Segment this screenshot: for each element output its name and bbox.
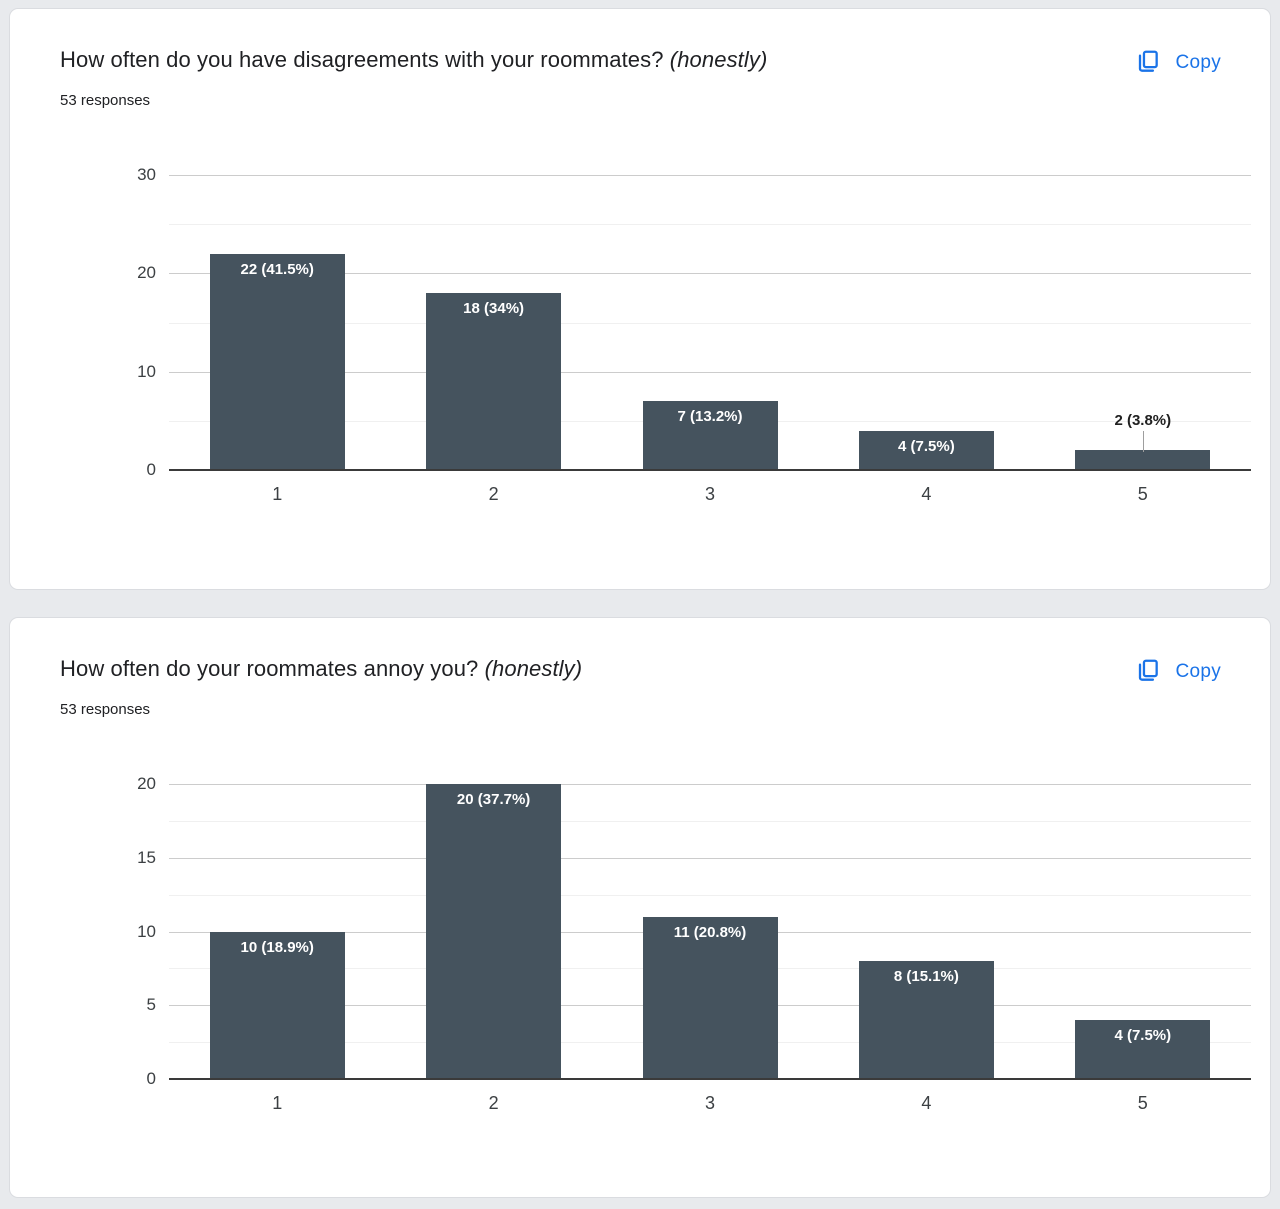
bar-value-label: 18 (34%) [463,300,525,317]
bar-value-label: 4 (7.5%) [898,437,955,455]
bar-chart-disagreements: 0 10 20 30 22 (41.5%) 18 (34%) 7 (13.2%) 4 (7.5… [137,165,1251,504]
x-tick-label: 5 [1137,484,1148,504]
question-title-text: How often do you have disagreements with… [60,47,664,72]
bar[interactable] [426,293,562,470]
bar-value-label: 20 (37.7%) [456,791,531,808]
bar[interactable] [858,961,994,1079]
major-gridline [169,857,1251,859]
bar[interactable] [642,401,778,470]
x-axis-line [169,1078,1251,1080]
bar[interactable] [858,430,994,470]
bar[interactable] [209,253,345,470]
y-tick-label: 15 [137,847,156,867]
bar-value-label: 10 (18.9%) [240,938,314,956]
x-tick-label: 3 [704,1093,715,1113]
x-tick-label: 2 [488,1093,499,1113]
x-tick-label: 1 [272,484,283,504]
y-tick-label: 10 [137,361,156,381]
question-card-annoy: How often do your roommates annoy you? (… [9,617,1271,1198]
response-count: 53 responses [60,92,151,109]
bar-value-label: 22 (41.5%) [240,260,314,278]
bar-value-label: 7 (13.2%) [677,408,743,426]
card-header: How often do you have disagreements with… [10,9,1270,109]
bar-value-label: 2 (3.8%) [1114,412,1172,430]
bar-value-label: 4 (7.5%) [1114,1027,1172,1044]
minor-gridline [169,820,1251,822]
major-gridline [169,371,1251,373]
y-tick-label: 5 [146,995,156,1015]
bar-value-label: 11 (20.8%) [673,923,747,941]
y-tick-label: 0 [146,460,156,479]
x-axis-line [169,469,1251,471]
bar-value-label: 8 (15.1%) [893,968,959,985]
x-tick-label: 1 [272,1093,283,1113]
x-tick-label: 5 [1137,1093,1148,1113]
x-tick-label: 3 [704,484,715,504]
x-tick-label: 4 [921,484,932,504]
copy-button-label: Copy [1175,661,1221,682]
card-header: How often do your roommates annoy you? (… [10,618,1270,718]
major-gridline [169,175,1251,176]
copy-button-label: Copy [1175,52,1221,73]
major-gridline [169,273,1251,275]
major-gridline [169,784,1251,785]
response-count: 53 responses [60,701,151,718]
y-tick-label: 10 [137,921,156,941]
y-tick-label: 20 [137,263,156,283]
minor-gridline [169,894,1251,896]
question-title-text: How often do your roommates annoy you? [60,656,479,681]
copy-icon [1135,49,1160,77]
copy-button[interactable]: Copy [1135,658,1221,686]
copy-icon [1135,658,1160,686]
question-title: How often do your roommates annoy you? (… [60,654,1060,684]
minor-gridline [169,322,1251,324]
question-title: How often do you have disagreements with… [60,45,1060,75]
bar-chart-annoy: 0 5 10 15 20 10 (18.9%) 20 (37.7%) 11 (20.8%) 8 … [137,774,1251,1113]
question-card-disagreements: How often do you have disagreements with… [9,8,1271,590]
bar[interactable] [1075,450,1211,470]
y-tick-label: 30 [137,165,156,184]
y-tick-label: 0 [146,1069,156,1088]
bar[interactable] [426,784,562,1079]
x-tick-label: 4 [921,1093,932,1113]
x-tick-label: 2 [488,484,499,504]
minor-gridline [169,224,1251,226]
question-title-suffix: (honestly) [669,47,768,72]
label-stem [1142,431,1144,453]
bar[interactable] [642,916,778,1079]
bar[interactable] [209,931,345,1079]
question-title-suffix: (honestly) [484,656,583,681]
copy-button[interactable]: Copy [1135,49,1221,77]
bar[interactable] [1075,1020,1211,1079]
y-tick-label: 20 [137,774,156,793]
